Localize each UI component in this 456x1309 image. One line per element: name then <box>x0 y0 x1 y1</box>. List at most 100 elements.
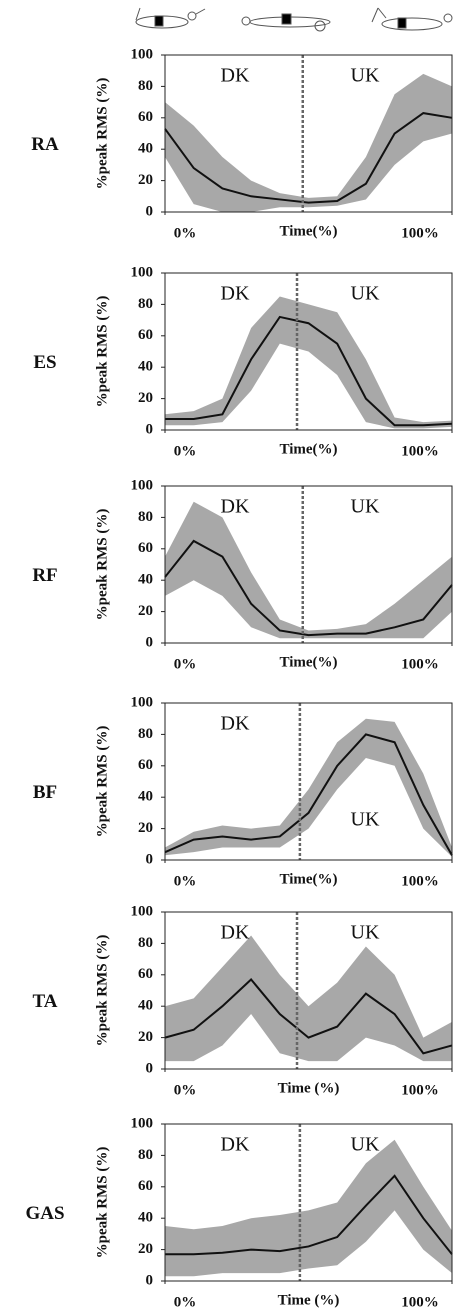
x-tick-label: 0% <box>174 1294 197 1309</box>
sd-band <box>165 73 452 212</box>
panel-title: RA <box>31 134 59 155</box>
chart-panel: 0 20 40 60 80 100 0% 100% Time(%) %peak RMS (%) BF… <box>33 694 453 889</box>
panel-title: RF <box>32 565 57 586</box>
chart-panel: 0 20 40 60 80 100 0% 100% Time(%) %peak RMS (%) ES… <box>33 264 453 459</box>
y-tick-label: 0 <box>146 851 154 867</box>
sd-band <box>165 501 452 639</box>
y-tick-label: 80 <box>138 935 153 951</box>
y-axis-label: %peak RMS (%) <box>94 296 110 408</box>
y-tick-label: 40 <box>138 1210 153 1226</box>
swimmer-icon <box>135 7 206 29</box>
phase-annotation: DK <box>221 65 250 87</box>
y-tick-label: 40 <box>138 359 153 375</box>
panel-title: TA <box>33 991 58 1012</box>
plot-frame <box>164 911 453 1070</box>
sd-band <box>165 935 452 1062</box>
mean-line <box>165 1174 453 1256</box>
plot-frame <box>164 1123 453 1282</box>
x-axis-label: Time(%) <box>279 441 337 457</box>
y-tick-label: 100 <box>131 477 154 493</box>
y-tick-label: 80 <box>138 509 153 525</box>
y-tick-label: 60 <box>138 327 153 343</box>
phase-annotation: UK <box>351 922 380 944</box>
y-tick-label: 20 <box>138 1029 153 1045</box>
mean-line <box>164 978 453 1055</box>
x-tick-label: 0% <box>174 443 197 459</box>
phase-annotation: UK <box>351 65 380 87</box>
phase-annotation: DK <box>221 713 250 735</box>
x-tick-label: 100% <box>401 656 439 672</box>
plot-frame <box>164 272 453 431</box>
sd-band <box>165 718 452 857</box>
x-tick-label: 0% <box>174 873 197 889</box>
y-axis-label: %peak RMS (%) <box>94 78 110 190</box>
y-tick-label: 20 <box>138 1241 153 1257</box>
x-axis-label: Time(%) <box>279 654 337 670</box>
phase-annotation: UK <box>351 283 380 305</box>
phase-annotation: DK <box>221 922 250 944</box>
x-tick-label: 100% <box>401 225 439 241</box>
y-axis-label: %peak RMS (%) <box>94 726 110 838</box>
mean-line <box>165 315 453 427</box>
panel-title: GAS <box>25 1203 64 1224</box>
y-tick-label: 0 <box>146 421 154 437</box>
mean-line <box>164 539 453 637</box>
x-axis-label: Time (%) <box>278 1292 340 1308</box>
sd-band <box>165 296 452 429</box>
phase-annotation: DK <box>221 283 250 305</box>
y-tick-label: 60 <box>138 757 153 773</box>
y-tick-label: 100 <box>131 46 154 62</box>
x-tick-label: 100% <box>401 1294 439 1309</box>
mean-line <box>164 112 453 204</box>
chart-panel: 0 20 40 60 80 100 0% 100% Time (%) %peak RMS (%) T… <box>33 903 453 1098</box>
y-tick-label: 100 <box>131 264 154 280</box>
mean-line <box>164 733 453 856</box>
plot-frame <box>164 702 453 861</box>
chart-panel: 0 20 40 60 80 100 0% 100% Time(%) %peak RMS (%) RF… <box>32 477 453 672</box>
sd-band <box>165 1139 452 1277</box>
y-tick-label: 20 <box>138 390 153 406</box>
x-tick-label: 0% <box>174 1082 197 1098</box>
x-axis-label: Time (%) <box>278 1080 340 1096</box>
swimmer-icon <box>371 7 453 31</box>
y-tick-label: 0 <box>146 634 154 650</box>
phase-annotation: DK <box>221 1134 250 1156</box>
y-tick-label: 60 <box>138 966 153 982</box>
plot-frame <box>164 485 453 644</box>
x-tick-label: 100% <box>401 443 439 459</box>
chart-panel: 0 20 40 60 80 100 0% 100% Time(%) %peak RMS (%) RA… <box>31 46 453 241</box>
y-tick-label: 60 <box>138 1178 153 1194</box>
y-tick-label: 40 <box>138 998 153 1014</box>
x-tick-label: 0% <box>174 656 197 672</box>
y-tick-label: 0 <box>146 203 154 219</box>
y-tick-label: 80 <box>138 78 153 94</box>
y-tick-label: 0 <box>146 1272 154 1288</box>
swimmer-icon <box>241 13 331 32</box>
y-tick-label: 60 <box>138 109 153 125</box>
phase-annotation: DK <box>221 496 250 518</box>
y-tick-label: 0 <box>146 1060 154 1076</box>
y-tick-label: 60 <box>138 540 153 556</box>
y-tick-label: 100 <box>131 694 154 710</box>
x-axis-label: Time(%) <box>279 871 337 887</box>
y-tick-label: 80 <box>138 296 153 312</box>
y-tick-label: 40 <box>138 789 153 805</box>
y-axis-label: %peak RMS (%) <box>94 509 110 621</box>
y-axis-label: %peak RMS (%) <box>94 1147 110 1259</box>
chart-panel: 0 20 40 60 80 100 0% 100% Time (%) %peak RMS (%) G… <box>25 1115 453 1309</box>
y-tick-label: 100 <box>131 1115 154 1131</box>
y-axis-label: %peak RMS (%) <box>94 935 110 1047</box>
y-tick-label: 20 <box>138 603 153 619</box>
phase-annotation: UK <box>351 809 380 831</box>
panel-title: BF <box>33 782 57 803</box>
phase-annotation: UK <box>351 1134 380 1156</box>
y-tick-label: 100 <box>131 903 154 919</box>
y-tick-label: 20 <box>138 172 153 188</box>
x-axis-label: Time(%) <box>279 223 337 239</box>
y-tick-label: 40 <box>138 572 153 588</box>
y-tick-label: 40 <box>138 141 153 157</box>
x-tick-label: 0% <box>174 225 197 241</box>
x-tick-label: 100% <box>401 1082 439 1098</box>
phase-annotation: UK <box>351 496 380 518</box>
